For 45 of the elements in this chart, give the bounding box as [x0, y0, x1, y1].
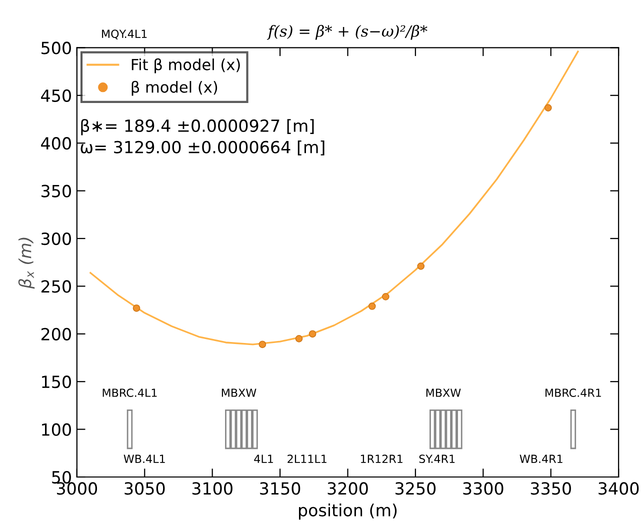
annotation: WB.4R1 — [520, 454, 562, 463]
x-tick-label: 3350 — [530, 482, 571, 495]
annotation: WB.4L1 — [124, 454, 165, 463]
point — [295, 334, 303, 342]
data-label: MBRC.4L1 — [102, 388, 157, 397]
annotation: ω= 3129.00 ±0.0000664 [m] — [80, 140, 324, 156]
y-tick-label: 500 — [42, 42, 71, 54]
point — [308, 330, 316, 338]
point — [417, 262, 425, 270]
x-tick-label: 3200 — [328, 482, 368, 495]
data-label: MBRC.4R1 — [546, 388, 601, 397]
y-tick-label: 400 — [41, 137, 71, 150]
y-tick-label: 450 — [41, 89, 71, 102]
annotation: 2L11L1 — [288, 454, 326, 463]
text: MQY.4L1 — [102, 30, 147, 40]
legend-label: Fit β model (x) — [132, 58, 240, 74]
point — [544, 104, 552, 112]
x-tick-label: 3250 — [396, 482, 436, 495]
y-tick-label: 350 — [42, 184, 71, 198]
point — [368, 302, 376, 310]
y-tick-label: 250 — [41, 280, 71, 293]
y-tick-label: 300 — [42, 232, 71, 246]
x-tick-label: 3300 — [463, 482, 504, 495]
y-tick-label: 50 — [52, 470, 71, 484]
data-label: MBXW — [222, 388, 256, 397]
annotation: 4L1 — [254, 454, 273, 463]
annotation: SY.4R1 — [419, 454, 455, 464]
y-axis-title: β$_{x}$ (m) — [18, 238, 35, 289]
x-axis-title: position (m) — [298, 504, 397, 520]
annotation: 1R12R1 — [360, 454, 402, 463]
chart-title: f(s) = β* + (s−ω)²/β* — [266, 24, 428, 40]
y-tick-label: 200 — [41, 328, 71, 340]
legend-label: β model (x) — [132, 80, 218, 96]
point — [132, 304, 140, 312]
data-label: MBXW — [426, 388, 461, 397]
x-tick-label: 3100 — [192, 482, 232, 495]
y-tick-label: 150 — [42, 376, 71, 388]
x-tick-label: 3400 — [598, 482, 639, 495]
x-tick-label: 3150 — [260, 482, 300, 495]
point — [382, 293, 390, 300]
annotation: β∗= 189.4 ±0.0000927 [m] — [81, 119, 314, 136]
y-tick-label: 100 — [42, 423, 71, 436]
x-tick-label: 3000 — [56, 482, 98, 495]
point — [258, 340, 266, 348]
x-tick-label: 3050 — [124, 482, 165, 495]
